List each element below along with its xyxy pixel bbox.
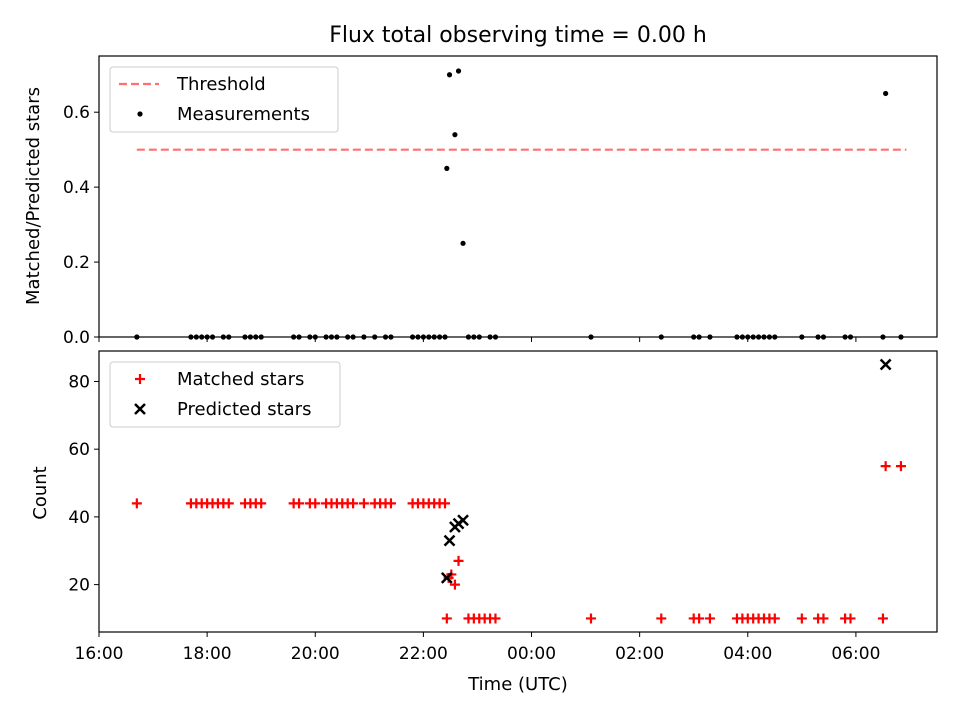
plot-frame	[98, 350, 938, 633]
y-tick-label: 0.0	[63, 328, 90, 348]
y-tick-label: 20	[68, 576, 90, 596]
data-point	[883, 90, 889, 97]
flux-ratio-panel: 0.0 0.2 0.4 0.6 Threshold Measurements	[63, 55, 938, 348]
data-point	[446, 72, 453, 78]
star-count-panel: 16:00 18:00 20:00 22:00 00:00 02:00 04:00 06:00…	[68, 350, 938, 664]
data-point	[457, 514, 469, 527]
legend-label: Matched stars	[177, 369, 304, 390]
data-point	[440, 571, 453, 584]
data-point	[358, 498, 369, 509]
legend-label: Measurements	[177, 104, 310, 125]
legend-label: Predicted stars	[177, 399, 311, 420]
data-point	[256, 498, 267, 509]
legend-label: Threshold	[176, 74, 266, 95]
data-point	[877, 613, 888, 624]
legend-swatch	[135, 374, 145, 384]
x-tick-label: 22:00	[399, 644, 448, 664]
data-point	[704, 613, 715, 624]
legend-box	[109, 361, 341, 428]
x-tick-label: 16:00	[75, 644, 124, 664]
data-point	[440, 498, 451, 509]
data-point	[656, 613, 667, 624]
y-tick-label: 0.4	[63, 178, 90, 198]
data-point	[453, 555, 464, 566]
x-tick-label: 02:00	[615, 644, 664, 664]
x-axis-label: Time (UTC)	[467, 674, 568, 695]
y-tick-label: 0.6	[63, 103, 90, 123]
x-tick-label: 18:00	[183, 644, 232, 664]
y-tick-label: 40	[68, 508, 90, 528]
data-point	[585, 613, 596, 624]
data-point	[310, 498, 321, 509]
data-point	[879, 358, 892, 371]
y-tick-label: 80	[68, 372, 90, 392]
data-point	[131, 498, 142, 509]
x-tick-label: 06:00	[831, 644, 880, 664]
data-point	[460, 240, 466, 246]
legend-swatch	[137, 111, 143, 117]
data-point	[880, 461, 891, 472]
top-y-axis-label: Matched/Predicted stars	[23, 87, 44, 305]
x-tick-label: 20:00	[291, 644, 340, 664]
legend-swatch	[134, 403, 146, 415]
x-tick-label: 04:00	[723, 644, 772, 664]
data-point	[443, 534, 456, 547]
data-point	[895, 461, 906, 472]
data-point	[845, 613, 856, 624]
chart-title: Flux total observing time = 0.00 h	[329, 23, 707, 48]
data-point	[455, 68, 462, 74]
data-point	[444, 165, 450, 171]
legend-box	[109, 66, 339, 133]
legend: Matched stars Predicted stars	[109, 361, 341, 428]
data-point	[348, 498, 359, 509]
legend: Threshold Measurements	[109, 66, 339, 133]
data-point	[452, 132, 458, 138]
data-point	[769, 613, 780, 624]
bottom-y-axis-label: Count	[30, 466, 51, 519]
data-point	[385, 498, 396, 509]
x-tick-label: 00:00	[507, 644, 556, 664]
y-tick-label: 0.2	[63, 253, 90, 273]
data-point	[449, 579, 460, 590]
y-tick-label: 60	[68, 440, 90, 460]
data-point	[694, 613, 705, 624]
data-point	[490, 613, 501, 624]
data-point	[223, 498, 234, 509]
data-point	[796, 613, 807, 624]
plot-frame	[98, 55, 938, 338]
data-point	[294, 498, 305, 509]
data-point	[818, 613, 829, 624]
data-point	[441, 613, 452, 624]
